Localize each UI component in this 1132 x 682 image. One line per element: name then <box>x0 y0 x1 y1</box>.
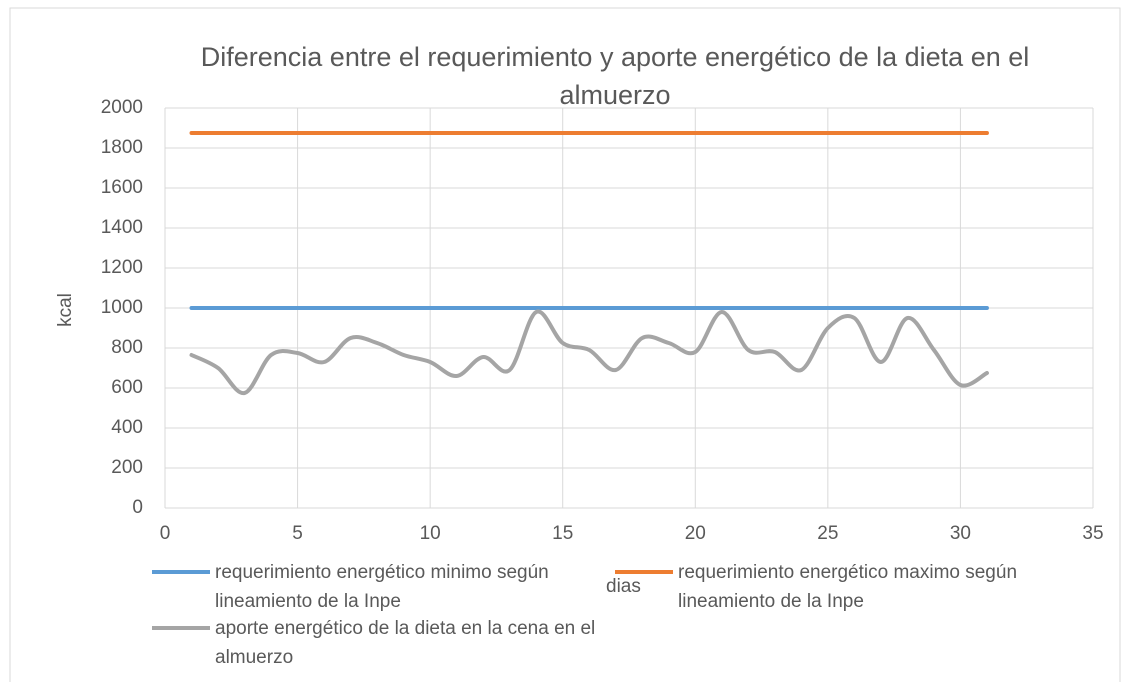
legend-swatch <box>615 570 673 574</box>
legend-label: aporte energético de la dieta en la cena… <box>215 618 596 668</box>
y-tick-label: 1600 <box>101 177 143 198</box>
x-tick-label: 0 <box>160 523 171 544</box>
x-tick-label: 35 <box>1082 523 1103 544</box>
legend-swatch <box>152 626 210 630</box>
y-axis-label: kcal <box>55 293 76 327</box>
x-tick-label: 10 <box>420 523 441 544</box>
y-tick-label: 200 <box>111 457 143 478</box>
x-tick-label: 25 <box>817 523 838 544</box>
legend-swatch <box>152 570 210 574</box>
y-tick-label: 1000 <box>101 297 143 318</box>
y-tick-label: 0 <box>132 497 143 518</box>
chart-title: Diferencia entre el requerimiento y apor… <box>200 42 1030 110</box>
series-line <box>189 309 989 396</box>
x-tick-label: 15 <box>552 523 573 544</box>
chart-frame <box>9 7 1121 682</box>
legend-label: requerimiento energético maximo según li… <box>678 562 1018 612</box>
y-tick-label: 400 <box>111 417 143 438</box>
y-tick-label: 1200 <box>101 257 143 278</box>
y-tick-label: 2000 <box>101 97 143 118</box>
y-tick-label: 800 <box>111 337 143 358</box>
x-axis-label: dias <box>606 576 641 597</box>
y-tick-label: 1800 <box>101 137 143 158</box>
y-tick-label: 1400 <box>101 217 143 238</box>
x-tick-label: 20 <box>685 523 706 544</box>
x-tick-label: 30 <box>950 523 971 544</box>
x-tick-label: 5 <box>292 523 303 544</box>
y-tick-label: 600 <box>111 377 143 398</box>
legend-label: requerimiento energético minimo según li… <box>215 562 549 612</box>
